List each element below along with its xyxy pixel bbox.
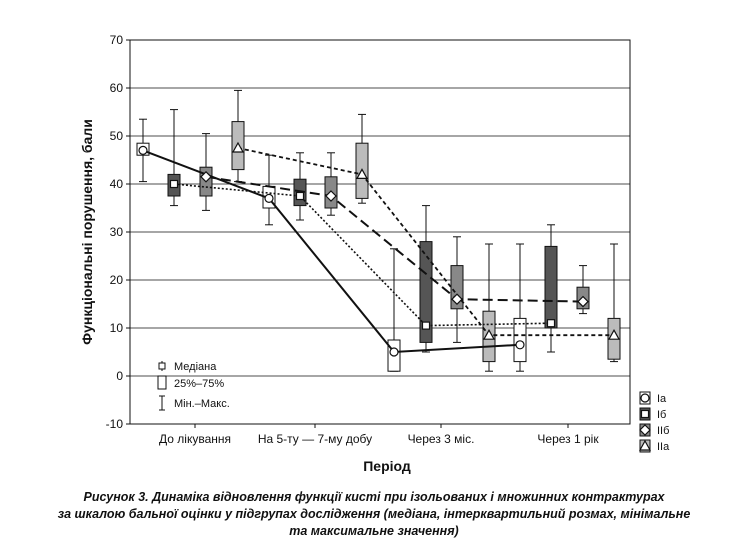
median-line-Iб [173, 183, 552, 327]
box-plot-chart: -10 0 10 20 30 40 50 60 70 До лікування На 5-ту —… [79, 33, 670, 474]
box-Iб-3 [544, 224, 558, 353]
median-marker-Ia-3 [515, 340, 525, 350]
median-markers [138, 141, 621, 357]
median-marker-Iб-2 [421, 321, 431, 330]
iqr-box-Iб-2 [419, 241, 433, 343]
median-marker-Ia-0 [138, 145, 148, 155]
series-legend-label-Iб: Iб [657, 409, 666, 421]
y-tick-label-0: -10 [106, 417, 124, 431]
y-tick-label-3: 20 [110, 273, 124, 287]
median-marker-IIб-0 [200, 170, 212, 183]
x-axis-title: Період [363, 458, 411, 474]
iqr-box-Iб-3 [544, 245, 558, 329]
x-tick-label-0: До лікування [159, 432, 231, 446]
series-legend-marker-Iб [640, 409, 650, 419]
iqr-box-Ia-3 [513, 317, 527, 363]
figure-caption: Рисунок 3. Динаміка відновлення функції … [0, 489, 748, 540]
median-marker-IIб-3 [577, 295, 589, 308]
series-legend: Ia Iб IIб IIa [638, 391, 670, 453]
x-tick-label-3: Через 1 рік [537, 432, 599, 446]
median-marker-IIa-3 [607, 328, 621, 340]
median-marker-IIб-2 [451, 293, 463, 306]
median-marker-IIa-1 [355, 168, 369, 179]
median-marker-Iб-3 [546, 319, 556, 328]
median-line-IIa [237, 147, 614, 337]
median-marker-IIб-1 [325, 190, 337, 202]
x-tick-labels: До лікування На 5-ту — 7-му добу Через 3 м… [159, 432, 599, 446]
caption-line-1: Рисунок 3. Динаміка відновлення функції … [83, 490, 665, 504]
series-legend-marker-Ia [640, 393, 650, 403]
y-tick-label-4: 30 [110, 225, 124, 239]
series-legend-marker-IIa [638, 439, 652, 451]
y-axis-title: Функціональні порушення, бали [79, 119, 95, 345]
series-legend-label-IIб: IIб [657, 425, 669, 437]
x-tick-label-1: На 5-ту — 7-му добу [258, 432, 372, 446]
legend-box-symbol [157, 375, 167, 390]
median-marker-Ia-2 [389, 347, 399, 357]
legend-box-label: 25%–75% [174, 378, 224, 390]
series-legend-label-IIa: IIa [657, 441, 670, 453]
legend-median-label: Медіана [174, 361, 217, 373]
box-Ia-3 [513, 243, 527, 372]
x-tick-label-2: Через 3 міс. [408, 432, 475, 446]
series-legend-marker-IIб [639, 424, 651, 436]
median-line-IIб [205, 175, 584, 303]
median-marker-IIa-0 [231, 141, 245, 153]
y-tick-label-8: 70 [110, 33, 124, 47]
legend-median-square [158, 362, 166, 370]
y-tick-label-7: 60 [110, 81, 124, 95]
caption-line-2: за шкалою бальної оцінки у підгрупах дос… [57, 507, 691, 521]
series-legend-label-Ia: Ia [657, 393, 667, 405]
stat-legend: Медіана 25%–75% Мін.–Макс. [157, 361, 230, 411]
y-tick-label-2: 10 [110, 321, 124, 335]
y-tick-label-1: 0 [116, 369, 123, 383]
median-marker-Iб-0 [169, 179, 179, 189]
y-tick-labels: -10 0 10 20 30 40 50 60 70 [106, 33, 124, 431]
y-tick-label-5: 40 [110, 177, 124, 191]
median-marker-Iб-1 [295, 191, 305, 201]
y-tick-label-6: 50 [110, 129, 124, 143]
caption-line-3: та максимальне значення) [289, 524, 459, 538]
median-marker-Ia-1 [264, 193, 274, 203]
legend-whisker-label: Мін.–Макс. [174, 398, 230, 410]
median-marker-IIa-2 [482, 328, 496, 340]
